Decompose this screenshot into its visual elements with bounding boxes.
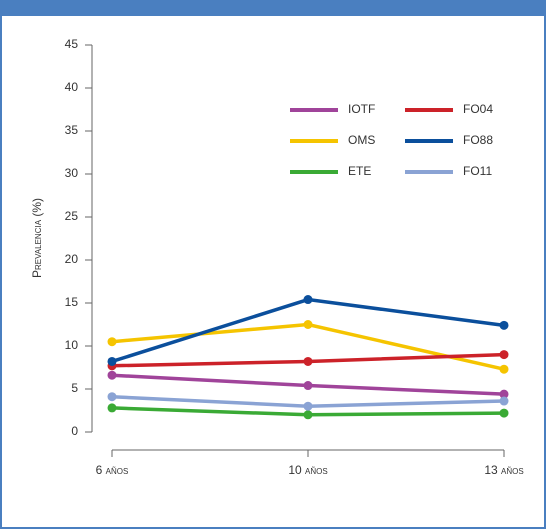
data-point bbox=[303, 401, 313, 411]
data-point bbox=[107, 370, 117, 380]
y-tick-label: 5 bbox=[71, 381, 78, 395]
data-point bbox=[303, 356, 313, 366]
y-tick-label: 40 bbox=[65, 80, 79, 94]
data-point bbox=[499, 350, 509, 360]
y-tick-label: 20 bbox=[65, 252, 79, 266]
series-line bbox=[111, 297, 505, 364]
legend-label: IOTF bbox=[348, 102, 375, 116]
data-point bbox=[499, 396, 509, 406]
data-point bbox=[107, 337, 117, 347]
y-tick-label: 35 bbox=[65, 123, 79, 137]
data-point bbox=[107, 392, 117, 402]
y-axis-label: Prevalencia (%) bbox=[30, 198, 44, 278]
data-point bbox=[499, 364, 509, 374]
data-point bbox=[303, 320, 313, 329]
x-tick-label: 13 años bbox=[484, 463, 523, 477]
y-tick-label: 30 bbox=[65, 166, 79, 180]
data-point bbox=[107, 403, 117, 413]
data-point bbox=[107, 356, 117, 366]
x-tick-label: 6 años bbox=[96, 463, 129, 477]
data-point bbox=[499, 320, 509, 330]
legend-label: OMS bbox=[348, 133, 375, 147]
x-tick-label: 10 años bbox=[288, 463, 327, 477]
legend-label: FO11 bbox=[463, 164, 492, 178]
y-tick-label: 10 bbox=[65, 338, 79, 352]
y-tick-label: 15 bbox=[65, 295, 79, 309]
data-point bbox=[303, 381, 313, 391]
legend-label: FO04 bbox=[463, 102, 493, 116]
data-point bbox=[499, 408, 509, 418]
data-point bbox=[303, 295, 313, 305]
data-point bbox=[303, 410, 313, 420]
y-tick-label: 0 bbox=[71, 424, 78, 438]
legend-label: FO88 bbox=[463, 133, 493, 147]
y-tick-label: 45 bbox=[65, 37, 79, 51]
legend-label: ETE bbox=[348, 164, 371, 178]
y-tick-label: 25 bbox=[65, 209, 79, 223]
data-point bbox=[499, 389, 509, 399]
